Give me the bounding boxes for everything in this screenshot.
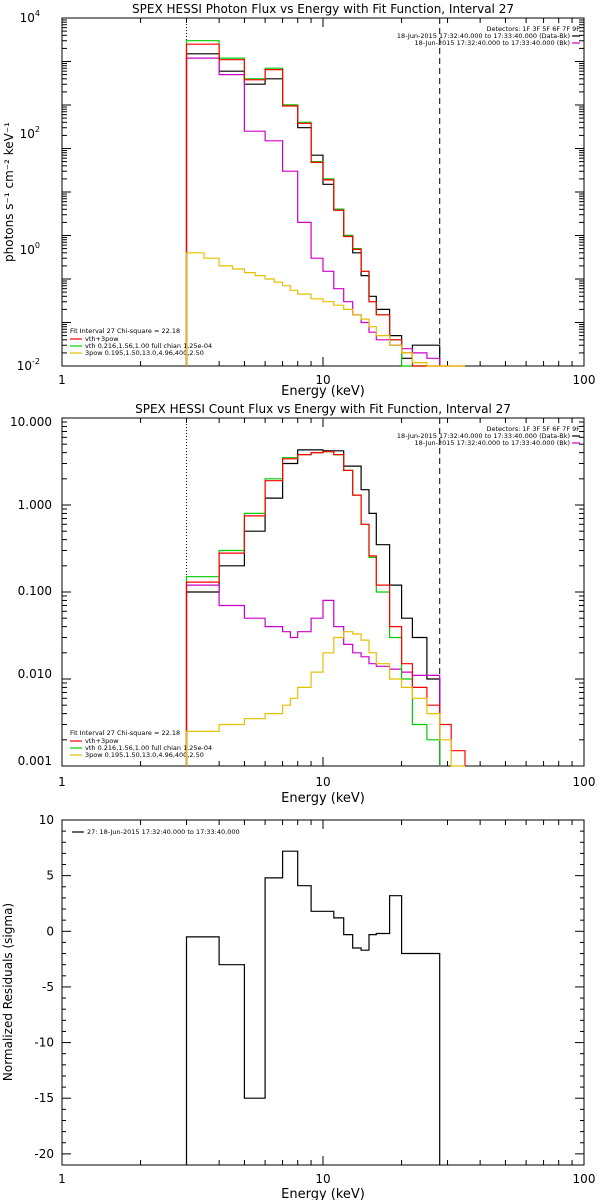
residuals-y-tick-label: 0	[46, 924, 54, 938]
residuals-panel: Energy (keV) Normalized Residuals (sigma…	[1, 813, 595, 1200]
count-legend-3pow: 3pow 0.195,1.50,13.0,4.96,400,2.50	[85, 751, 204, 759]
residuals-plot-frame	[61, 819, 585, 1166]
photon-y-tick-label: 102	[20, 125, 40, 141]
residuals-y-tick-label: -10	[34, 1036, 54, 1050]
photon-fit-summary: Fit Interval 27 Chi-square = 22.18	[70, 327, 180, 335]
photon-legend-total: vth+3pow	[85, 335, 119, 343]
photon-legend-top: Detectors: 1F 3F 5F 6F 7F 9F 18-Jun-2015…	[397, 25, 580, 47]
residuals-y-tick-label: 10	[39, 813, 54, 827]
residuals-x-axis-label: Energy (keV)	[281, 1187, 365, 1200]
photon-series-line-0	[185, 53, 441, 366]
count-y-tick-label: 10.000	[10, 415, 52, 429]
photon-series-line-1	[185, 57, 441, 366]
residuals-series-line-0	[185, 850, 441, 1165]
photon-x-tick-label: 10	[315, 373, 330, 387]
count-legend-top: Detectors: 1F 3F 5F 6F 7F 9F 18-Jun-2015…	[397, 425, 580, 447]
residuals-x-tick-label: 1	[58, 1172, 66, 1186]
photon-y-tick-label: 104	[20, 9, 40, 25]
count-series-group	[61, 418, 584, 767]
count-legend-vth: vth 0.216,1.56,1.00 full chian 1.25e-04	[85, 744, 212, 752]
count-flux-panel: SPEX HESSI Count Flux vs Energy with Fit…	[10, 402, 595, 806]
count-y-tick-label: 0.010	[18, 667, 52, 681]
count-x-axis-label: Energy (keV)	[281, 791, 365, 806]
photon-y-tick-labels: 10-2 100 102 104	[17, 9, 40, 373]
residuals-y-tick-label: -20	[34, 1147, 54, 1161]
count-x-tick-label: 1	[58, 775, 66, 789]
count-fit-summary: Fit Interval 27 Chi-square = 22.18	[70, 729, 180, 737]
residuals-x-tick-label: 100	[573, 1172, 596, 1186]
residuals-series-group	[61, 819, 584, 1165]
photon-plot-frame	[61, 17, 585, 367]
residuals-y-tick-label: 5	[46, 869, 54, 883]
photon-legend-bk: 18-Jun-2015 17:32:40.000 to 17:33:40.000…	[415, 39, 570, 47]
photon-series-line-2	[185, 40, 427, 367]
residuals-y-tick-label: -15	[34, 1091, 54, 1105]
photon-y-tick-label: 10-2	[17, 357, 40, 373]
photon-legend-data-bk: 18-Jun-2015 17:32:40.000 to 17:33:40.000…	[397, 32, 570, 40]
count-series-line-0	[185, 449, 441, 766]
count-x-tick-labels: 1 10 100	[58, 775, 595, 789]
photon-y-axis-label: photons s⁻¹ cm⁻² keV⁻¹	[2, 122, 16, 262]
count-legend-bk: 18-Jun-2015 17:32:40.000 to 17:33:40.000…	[415, 439, 570, 447]
count-series-line-3	[185, 451, 466, 766]
photon-x-tick-labels: 1 10 100	[58, 373, 595, 387]
photon-x-tick-label: 100	[573, 373, 596, 387]
photon-legend-detectors: Detectors: 1F 3F 5F 6F 7F 9F	[486, 25, 580, 33]
count-y-tick-label: 1.000	[18, 498, 52, 512]
count-y-tick-label: 0.100	[18, 584, 52, 598]
count-y-tick-labels: 0.001 0.010 0.100 1.000 10.000	[10, 415, 52, 768]
count-plot-title: SPEX HESSI Count Flux vs Energy with Fit…	[135, 402, 511, 416]
photon-flux-panel: SPEX HESSI Photon Flux vs Energy with Fi…	[2, 2, 595, 399]
count-legend-total: vth+3pow	[85, 737, 119, 745]
photon-legend-vth: vth 0.216,1.56,1.00 full chian 1.25e-04	[85, 342, 212, 350]
photon-series-group	[61, 18, 584, 367]
count-x-tick-label: 100	[573, 775, 596, 789]
photon-x-axis-label: Energy (keV)	[281, 384, 365, 399]
count-x-tick-label: 10	[315, 775, 330, 789]
photon-y-tick-label: 100	[20, 241, 40, 257]
photon-x-tick-label: 1	[58, 373, 66, 387]
count-series-line-4	[185, 631, 465, 767]
residuals-y-tick-label: -5	[42, 980, 54, 994]
residuals-x-tick-label: 10	[315, 1172, 330, 1186]
residuals-legend: 27: 18-Jun-2015 17:32:40.000 to 17:33:40…	[72, 828, 240, 836]
photon-legend-3pow: 3pow 0.195,1.50,13.0,4.96,400,2.50	[85, 349, 204, 357]
residuals-x-tick-labels: 1 10 100	[58, 1172, 595, 1186]
residuals-legend-label: 27: 18-Jun-2015 17:32:40.000 to 17:33:40…	[87, 828, 240, 836]
photon-plot-title: SPEX HESSI Photon Flux vs Energy with Fi…	[132, 2, 514, 16]
residuals-y-tick-labels: -20 -15 -10 -5 0 5 10	[34, 813, 54, 1161]
residuals-y-axis-label: Normalized Residuals (sigma)	[1, 903, 15, 1081]
photon-legend-bottom: Fit Interval 27 Chi-square = 22.18 vth+3…	[70, 327, 212, 357]
photon-series-line-3	[185, 43, 465, 367]
count-legend-detectors: Detectors: 1F 3F 5F 6F 7F 9F	[486, 425, 580, 433]
count-plot-frame	[61, 417, 585, 767]
photon-series-line-4	[185, 252, 465, 367]
count-legend-data-bk: 18-Jun-2015 17:32:40.000 to 17:33:40.000…	[397, 432, 570, 440]
count-y-tick-label: 0.001	[18, 754, 52, 768]
count-legend-bottom: Fit Interval 27 Chi-square = 22.18 vth+3…	[70, 729, 212, 759]
